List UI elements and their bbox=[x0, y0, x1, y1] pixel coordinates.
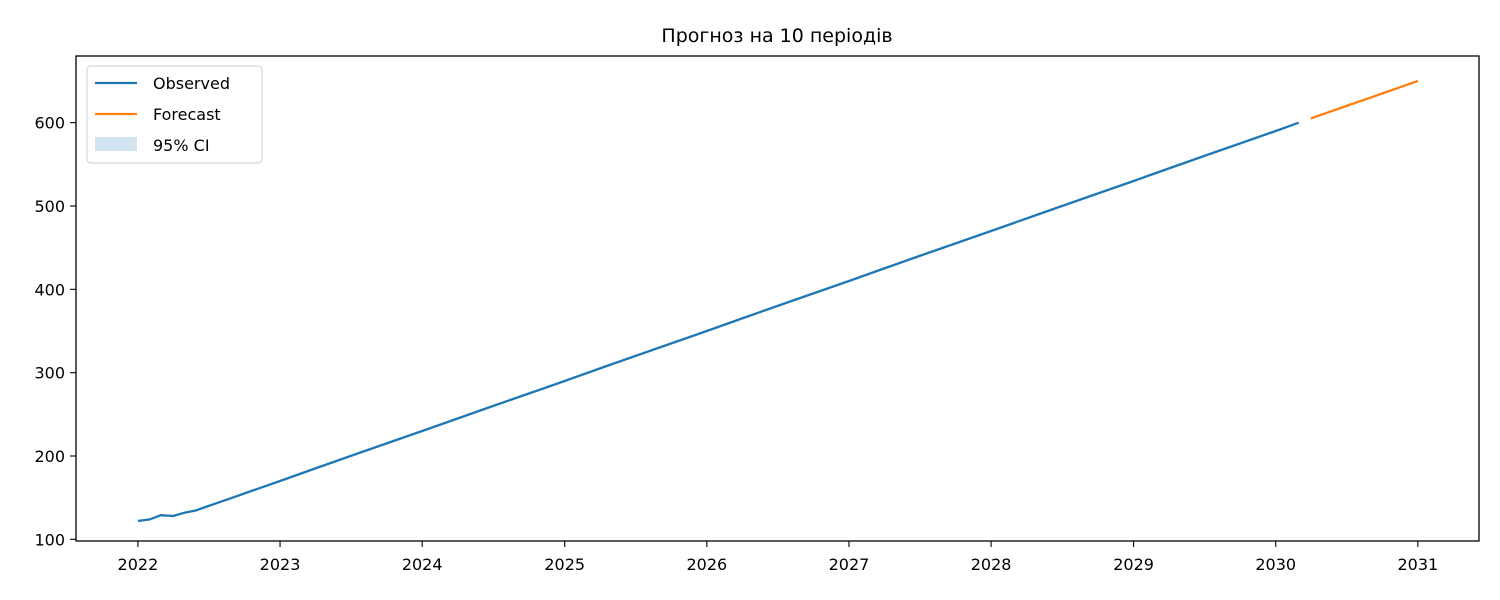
y-tick-label: 200 bbox=[34, 447, 65, 466]
x-tick-label: 2028 bbox=[971, 555, 1012, 574]
series-line-forecast bbox=[1310, 79, 1419, 120]
series-line-observed bbox=[137, 121, 1300, 523]
y-tick-label: 400 bbox=[34, 280, 65, 299]
legend-observed-label: Observed bbox=[153, 74, 230, 93]
legend-ci-swatch bbox=[95, 137, 137, 151]
legend-box bbox=[86, 65, 263, 164]
x-tick-label: 2027 bbox=[829, 555, 870, 574]
x-tick-label: 2026 bbox=[686, 555, 727, 574]
x-tick-label: 2024 bbox=[402, 555, 443, 574]
x-axis: 2022 2023 2024 2025 2026 2027 2028 2029 2030 2031 bbox=[118, 541, 1439, 574]
y-tick-label: 500 bbox=[34, 197, 65, 216]
chart-title: Прогноз на 10 періодів bbox=[661, 25, 892, 47]
y-axis: 100 200 300 400 500 600 bbox=[34, 114, 76, 549]
x-tick-label: 2031 bbox=[1398, 555, 1439, 574]
legend-ci-label: 95% CI bbox=[153, 136, 210, 155]
y-tick-label: 600 bbox=[34, 114, 65, 133]
legend: Observed Forecast 95% CI bbox=[86, 65, 263, 164]
plot-area bbox=[137, 79, 1419, 523]
x-tick-label: 2023 bbox=[260, 555, 301, 574]
x-tick-label: 2022 bbox=[118, 555, 159, 574]
legend-forecast-label: Forecast bbox=[153, 105, 221, 124]
y-tick-label: 100 bbox=[34, 530, 65, 549]
x-tick-label: 2025 bbox=[544, 555, 585, 574]
x-tick-label: 2030 bbox=[1255, 555, 1296, 574]
axes-frame bbox=[75, 55, 1480, 542]
x-tick-label: 2029 bbox=[1113, 555, 1154, 574]
y-tick-label: 300 bbox=[34, 364, 65, 383]
